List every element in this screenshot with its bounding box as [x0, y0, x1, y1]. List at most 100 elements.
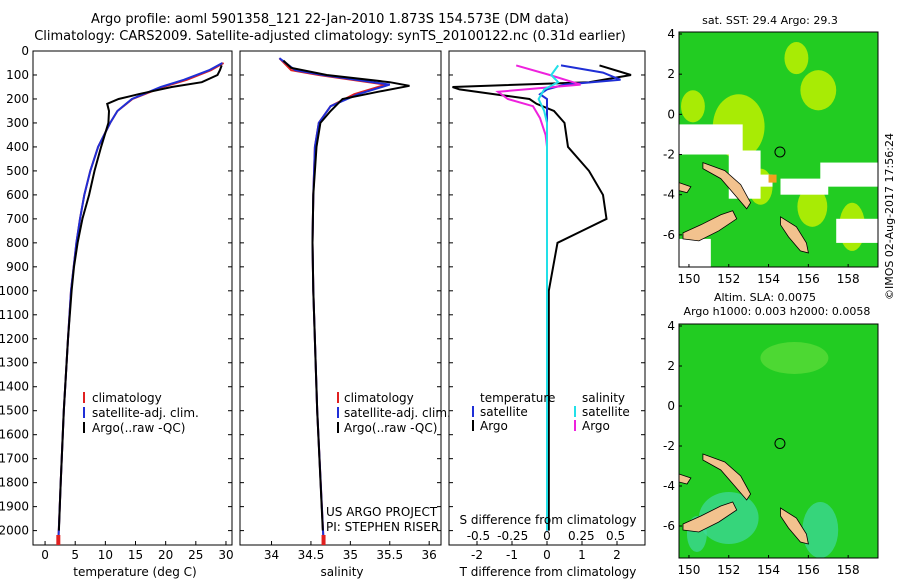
depth-tick-label: 1800 [0, 476, 29, 490]
sla-map-cool-patch [802, 502, 839, 558]
sla-map-ytick-label: 2 [667, 359, 675, 373]
sal-xtick-label: 35.5 [376, 548, 403, 562]
sst-map-ytick-label: -6 [663, 228, 675, 242]
sal-legend-argo: Argo(..raw -QC) [344, 421, 437, 435]
sst-map-ytick-label: 0 [667, 107, 675, 121]
depth-tick-label: 100 [6, 68, 29, 82]
sal-legend-sat: satellite-adj. clim. [344, 406, 451, 420]
temperature-xlabel: temperature (deg C) [73, 565, 196, 579]
temp-xtick-label: 15 [128, 548, 143, 562]
sal-legend-clim: climatology [344, 391, 414, 405]
temp-legend-clim: climatology [92, 391, 162, 405]
sst-map-nodata-block [836, 218, 878, 243]
sla-map-title-2: Argo h1000: 0.003 h2000: 0.0058 [684, 305, 871, 318]
temp-xtick-label: 10 [98, 548, 113, 562]
depth-tick-label: 1500 [0, 404, 29, 418]
diff-legend-temp-argo: Argo [480, 419, 508, 433]
temp-xtick-label: 0 [41, 548, 49, 562]
sla-map-float-marker [774, 437, 786, 449]
sst-map-xtick-label: 154 [757, 272, 780, 286]
sla-map-panel: 4 2 0 -2 -4 -6 150 152 154 156 158 [663, 319, 879, 577]
diff-xtick-label: 1 [578, 548, 586, 562]
depth-tick-label: 400 [6, 140, 29, 154]
sst-map-orange-pixel [768, 174, 777, 183]
diff-top-tick-label: 0.25 [568, 529, 595, 543]
sst-map-nodata-block [780, 178, 829, 195]
depth-tick-label: 500 [6, 164, 29, 178]
sst-map-panel: 4 2 0 -2 -4 -6 150 152 154 156 158 [663, 27, 880, 286]
depth-tick-label: 1300 [0, 356, 29, 370]
sla-map-xtick-label: 152 [717, 563, 740, 577]
diff-xtick-label: -1 [506, 548, 518, 562]
depth-tick-label: 800 [6, 236, 29, 250]
sla-map-land [682, 501, 738, 533]
sla-map-xtick-label: 154 [757, 563, 780, 577]
sla-map-title-1: Altim. SLA: 0.0075 [714, 291, 816, 304]
sst-map-nodata-block [679, 238, 711, 267]
salinity-xlabel: salinity [320, 565, 363, 579]
depth-tick-label: 1000 [0, 284, 29, 298]
temp-legend-sat: satellite-adj. clim. [92, 406, 199, 420]
difference-top-label: S difference from climatology [460, 513, 637, 527]
depth-tick-label: 600 [6, 188, 29, 202]
diff-xtick-label: 2 [613, 548, 621, 562]
sst-map-nodata-block [679, 124, 743, 155]
diff-legend-sal-argo: Argo [582, 419, 610, 433]
sla-map-ytick-label: -6 [663, 519, 675, 533]
sst-map-frame [678, 31, 879, 268]
sla-map-xtick-label: 156 [797, 563, 820, 577]
sst-map-xtick-label: 156 [797, 272, 820, 286]
depth-tick-label: 0 [21, 44, 29, 58]
diff-top-tick-label: -0.25 [497, 529, 528, 543]
figure-title: Argo profile: aoml 5901358_121 22-Jan-20… [91, 12, 569, 27]
depth-tick-label: 1200 [0, 332, 29, 346]
temp-xtick-label: 5 [71, 548, 79, 562]
depth-tick-label: 300 [6, 116, 29, 130]
sal-xtick-label: 36 [422, 548, 437, 562]
sal-argo-line [282, 59, 410, 531]
depth-tick-label: 1700 [0, 452, 29, 466]
figure-subtitle: Climatology: CARS2009. Satellite-adjuste… [34, 29, 626, 44]
sla-map-ytick-label: -2 [663, 439, 675, 453]
sla-map-land [780, 507, 809, 545]
sst-map-title: sat. SST: 29.4 Argo: 29.3 [702, 14, 838, 27]
temp-legend-argo: Argo(..raw -QC) [92, 421, 185, 435]
sal-bottom-marker [321, 535, 326, 545]
sst-map-warm-patch [680, 90, 705, 123]
sst-map-warm-patch [784, 42, 809, 75]
diff-top-tick-label: 0.5 [606, 529, 625, 543]
sst-map-ytick-label: -2 [663, 148, 675, 162]
temp-frame [32, 50, 233, 546]
diff-top-tick-label: 0 [543, 529, 551, 543]
diff-sal-satellite-line [537, 64, 560, 531]
difference-xlabel: T difference from climatology [459, 565, 637, 579]
depth-tick-label: 1100 [0, 308, 29, 322]
sal-xtick-label: 34.5 [298, 548, 325, 562]
sla-map-land [702, 453, 752, 501]
sst-map-land [682, 210, 738, 242]
sla-map-light-patch [760, 342, 829, 374]
diff-legend-temp-title: temperature [480, 391, 555, 405]
temperature-panel: 0100200300400500600700800900100011001200… [0, 44, 234, 562]
sst-map-xtick-label: 150 [677, 272, 700, 286]
sst-map-xtick-label: 158 [837, 272, 860, 286]
difference-panel: -2 -1 0 1 2 -0.5 -0.25 0 0.25 0.5 [448, 50, 646, 562]
depth-tick-label: 1600 [0, 428, 29, 442]
diff-top-tick-label: -0.5 [467, 529, 490, 543]
sla-map-ytick-label: 0 [667, 399, 675, 413]
sla-map-xtick-label: 150 [677, 563, 700, 577]
temp-argo-line [57, 65, 223, 531]
sst-map-land [702, 162, 752, 210]
sla-map-cool-patch [698, 492, 759, 544]
sst-map-float-marker [774, 146, 786, 158]
diff-legend-sal-sat: satellite [582, 405, 630, 419]
depth-tick-label: 200 [6, 92, 29, 106]
sst-map-warm-patch [800, 70, 837, 111]
sal-frame [239, 50, 442, 546]
sal-xtick-label: 35 [343, 548, 358, 562]
sst-map-nodata-block [820, 162, 880, 187]
sla-map-ytick-label: 4 [667, 319, 675, 333]
temp-xtick-label: 30 [218, 548, 233, 562]
depth-tick-label: 1400 [0, 380, 29, 394]
